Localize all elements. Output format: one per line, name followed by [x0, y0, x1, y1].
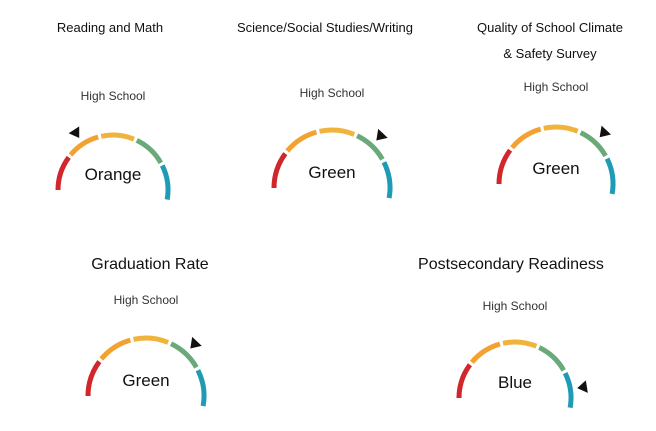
- rating-gauge-graduation-rate: Green: [85, 335, 207, 407]
- gauge-segment-blue: [195, 369, 207, 407]
- rating-pointer-icon: [376, 128, 388, 141]
- school-level-label: High School: [482, 299, 548, 313]
- gauge-title-graduation-rate: Graduation Rate: [91, 256, 209, 273]
- gauge-segment-blue: [562, 371, 574, 409]
- gauge-segment-red: [271, 152, 288, 189]
- gauge-segment-red: [496, 148, 513, 185]
- rating-pointer-icon: [599, 125, 611, 138]
- gauge-segment-yellow: [502, 339, 538, 349]
- gauge-rating-label: Orange: [85, 165, 142, 184]
- gauge-title-school-climate-survey: Quality of School Climate & Safety Surve…: [460, 15, 640, 67]
- gauge-segment-orange: [99, 337, 132, 361]
- gauge-rating-label: Green: [308, 163, 355, 182]
- gauge-rating-label: Green: [532, 159, 579, 178]
- gauge-segment-blue: [381, 161, 393, 199]
- gauge-title-line-2: & Safety Survey: [503, 46, 597, 61]
- rating-pointer-icon: [190, 336, 202, 349]
- gauge-rating-label: Blue: [498, 373, 532, 392]
- gauge-segment-green: [169, 341, 199, 369]
- gauge-title-line-1: Quality of School Climate: [477, 20, 623, 35]
- gauge-segment-green: [135, 138, 163, 165]
- gauge-segment-yellow: [100, 132, 135, 142]
- rating-gauge-school-climate-survey: Green: [496, 124, 616, 195]
- gauge-segment-orange: [510, 126, 542, 150]
- gauge-segment-blue: [159, 164, 171, 200]
- gauge-segment-orange: [68, 134, 99, 157]
- gauge-segment-red: [456, 363, 472, 399]
- rating-pointer-icon: [577, 380, 588, 393]
- gauge-segment-yellow: [133, 335, 170, 345]
- gauge-segment-green: [579, 130, 608, 158]
- gauge-segment-orange: [285, 129, 318, 153]
- rating-pointer-icon: [68, 126, 80, 139]
- gauge-segment-blue: [604, 157, 616, 195]
- school-level-label: High School: [80, 89, 146, 103]
- rating-gauge-postsecondary-readiness: Blue: [456, 339, 588, 409]
- gauge-segment-green: [355, 133, 385, 161]
- school-level-label: High School: [113, 293, 179, 307]
- school-level-label: High School: [523, 80, 589, 94]
- gauge-title-reading-math: Reading and Math: [56, 20, 164, 35]
- gauge-title-science-social-studies-writing: Science/Social Studies/Writing: [236, 20, 414, 35]
- gauge-segment-green: [538, 345, 566, 372]
- school-level-label: High School: [299, 86, 365, 100]
- gauge-segment-orange: [469, 341, 501, 364]
- rating-gauge-reading-math: Orange: [55, 126, 171, 200]
- rating-gauge-science-social-studies-writing: Green: [271, 127, 393, 199]
- gauge-segment-red: [55, 155, 71, 191]
- gauge-segment-yellow: [543, 124, 579, 134]
- gauge-segment-yellow: [319, 127, 356, 137]
- gauge-title-postsecondary-readiness: Postsecondary Readiness: [418, 256, 604, 273]
- gauge-segment-red: [85, 360, 102, 397]
- gauge-rating-label: Green: [122, 371, 169, 390]
